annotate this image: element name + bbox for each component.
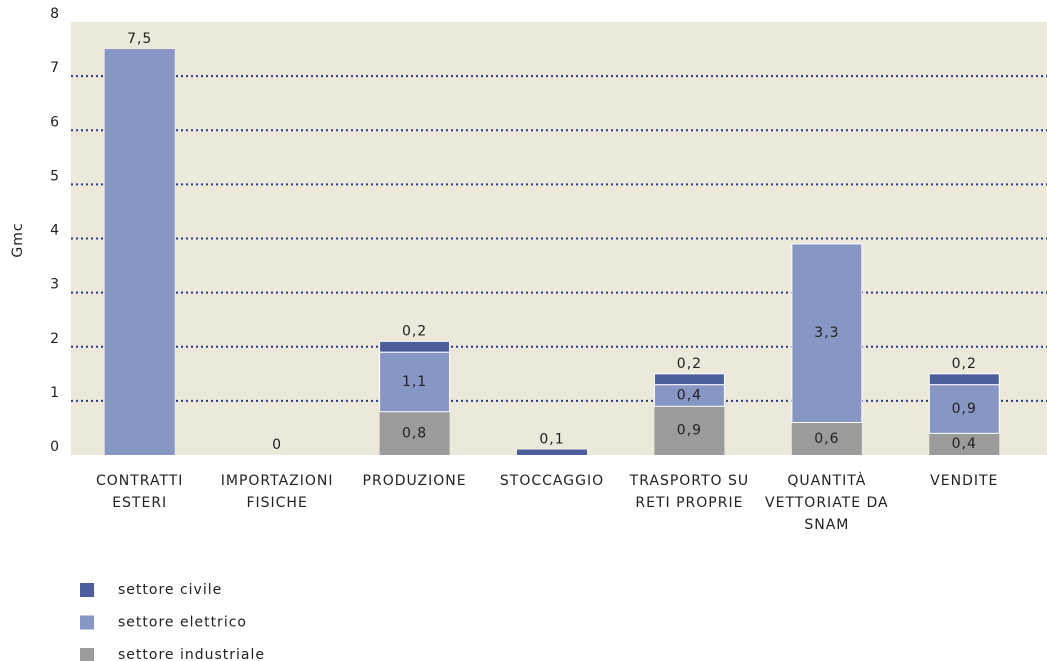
- x-tick-label: PRODUZIONE: [362, 473, 467, 489]
- legend-swatch: [80, 583, 94, 597]
- legend-label: settore elettrico: [118, 615, 247, 631]
- value-label: 1,1: [402, 374, 427, 390]
- value-label: 0,9: [677, 423, 702, 439]
- x-tick-label: QUANTITÀ VETTORIATE DA SNAM: [765, 473, 889, 533]
- legend-swatch: [80, 615, 94, 630]
- value-label: 0,2: [952, 356, 977, 372]
- legend-swatch: [80, 648, 94, 661]
- y-axis-title: Gmc: [10, 222, 26, 257]
- bar-segment: [379, 340, 451, 353]
- bar-segment: [379, 351, 451, 413]
- y-tick-label: 4: [50, 223, 60, 239]
- bar-segment: [379, 411, 450, 455]
- x-tick-label: VENDITE: [930, 473, 999, 489]
- value-label: 0,4: [677, 387, 702, 403]
- y-tick-label: 7: [50, 60, 60, 76]
- bar-segment: [791, 422, 862, 455]
- y-tick-label: 1: [50, 385, 60, 401]
- x-tick-label: TRASPORTO SU RETI PROPRIE: [629, 473, 750, 511]
- value-label: 0,4: [952, 436, 977, 452]
- y-tick-label: 0: [50, 439, 60, 455]
- y-tick-label: 3: [50, 277, 60, 293]
- x-tick-label: STOCCAGGIO: [499, 473, 605, 489]
- y-tick-label: 5: [50, 168, 60, 184]
- value-label: 0,2: [402, 323, 427, 339]
- bar-segment: [517, 449, 587, 455]
- bar-segment: [929, 433, 1000, 455]
- bar-segment: [928, 384, 1000, 434]
- value-label: 0,9: [952, 401, 977, 417]
- value-label: 3,3: [814, 325, 839, 341]
- value-label: 0,8: [402, 425, 427, 441]
- value-label: 0,6: [814, 431, 839, 447]
- bar-segment: [104, 49, 175, 455]
- x-tick-label: IMPORTAZIONI FISICHE: [220, 473, 334, 511]
- plot-background: [71, 22, 1047, 455]
- value-label: 0: [272, 437, 282, 453]
- x-tick-label: CONTRATTI ESTERI: [95, 473, 184, 511]
- bar-segment: [928, 373, 1000, 386]
- bar-segment: [654, 406, 725, 455]
- bar-segment: [653, 373, 725, 386]
- value-label: 7,5: [127, 31, 152, 47]
- value-label: 0,1: [539, 432, 564, 448]
- y-tick-label: 2: [50, 331, 60, 347]
- value-label: 0,2: [677, 356, 702, 372]
- bar-segment: [791, 243, 863, 424]
- legend-label: settore civile: [118, 582, 222, 598]
- legend-label: settore industriale: [118, 647, 265, 661]
- y-tick-label: 6: [50, 114, 60, 130]
- y-tick-label: 8: [50, 6, 60, 22]
